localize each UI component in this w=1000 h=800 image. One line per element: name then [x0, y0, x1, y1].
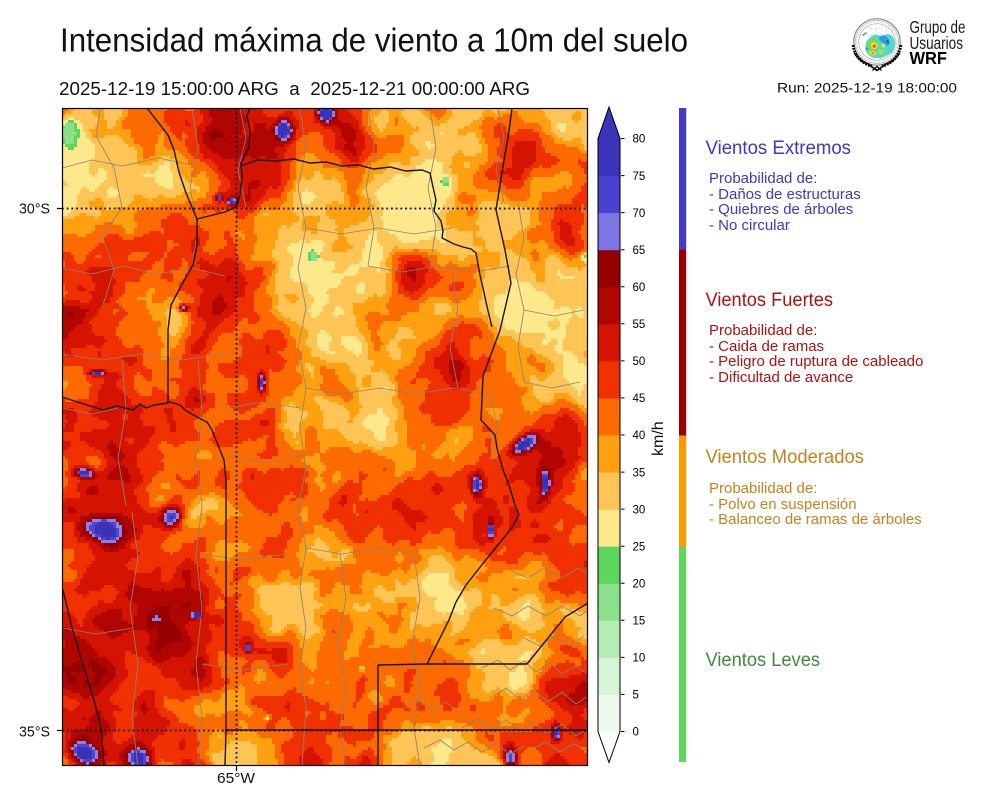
- svg-text:Run: 2025-12-19 18:00:00: Run: 2025-12-19 18:00:00: [777, 81, 957, 96]
- svg-text:65°W: 65°W: [217, 770, 256, 787]
- svg-text:Vientos Fuertes: Vientos Fuertes: [706, 290, 834, 311]
- svg-text:20: 20: [632, 578, 645, 590]
- svg-text:Vientos Extremos: Vientos Extremos: [706, 138, 852, 159]
- svg-text:50: 50: [632, 356, 645, 368]
- svg-text:Usuarios: Usuarios: [910, 33, 964, 53]
- svg-text:Grupo de: Grupo de: [910, 17, 966, 37]
- svg-text:35: 35: [632, 467, 645, 479]
- svg-text:60: 60: [632, 282, 645, 294]
- svg-text:Vientos Moderados: Vientos Moderados: [706, 446, 865, 467]
- svg-text:30: 30: [632, 504, 645, 516]
- svg-text:Intensidad máxima de viento a: Intensidad máxima de viento a 10m del su…: [60, 22, 688, 59]
- svg-text:55: 55: [632, 319, 645, 331]
- svg-text:65: 65: [632, 245, 645, 257]
- svg-text:15: 15: [632, 616, 645, 628]
- svg-text:0: 0: [632, 727, 638, 739]
- svg-text:30°S: 30°S: [19, 201, 50, 218]
- svg-text:WRF: WRF: [910, 48, 948, 68]
- svg-text:75: 75: [632, 171, 645, 183]
- svg-text:70: 70: [632, 208, 645, 220]
- svg-text:5: 5: [632, 690, 638, 702]
- svg-text:25: 25: [632, 541, 645, 553]
- svg-text:80: 80: [632, 134, 645, 146]
- svg-text:Vientos Leves: Vientos Leves: [706, 649, 821, 670]
- svg-text:10: 10: [632, 653, 645, 665]
- svg-text:45: 45: [632, 393, 645, 405]
- svg-text:2025-12-19 15:00:00 ARG a 20: 2025-12-19 15:00:00 ARG a 2025-12-21 00:…: [59, 78, 530, 99]
- svg-text:40: 40: [632, 430, 645, 442]
- svg-text:35°S: 35°S: [19, 724, 50, 741]
